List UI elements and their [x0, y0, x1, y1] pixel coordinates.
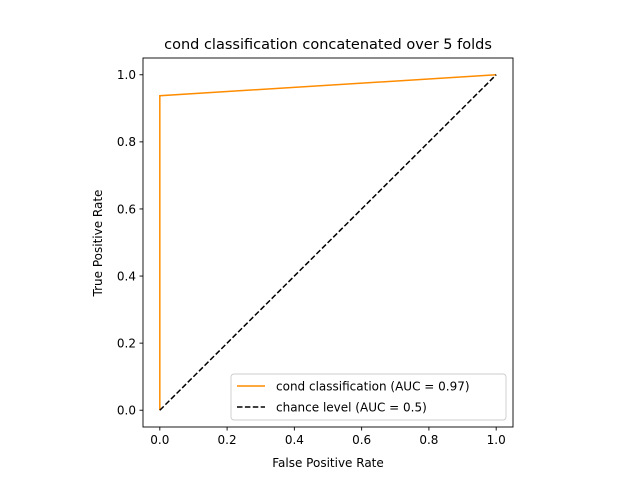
- series-layer: [159, 74, 497, 411]
- y-tick-label: 0.6: [117, 202, 136, 216]
- legend: cond classification (AUC = 0.97) chance …: [230, 373, 507, 421]
- x-tick-label: 0.2: [218, 433, 237, 447]
- series-line-0: [159, 74, 497, 411]
- chart-title: cond classification concatenated over 5 …: [164, 37, 492, 53]
- y-tick-label: 1.0: [117, 68, 136, 82]
- y-tick-label: 0.0: [117, 404, 136, 418]
- y-tick-label: 0.2: [117, 336, 136, 350]
- x-axis-label: False Positive Rate: [272, 456, 384, 470]
- legend-label-chance-level: chance level (AUC = 0.5): [276, 401, 427, 415]
- x-tick-label: 1.0: [487, 433, 506, 447]
- legend-label-cond-classification: cond classification (AUC = 0.97): [276, 380, 470, 394]
- ticks-layer: 0.0 0.2 0.4 0.6 0.8 1.0 0.0 0.2 0.4 0.6 0.8 1.0: [117, 68, 506, 447]
- x-tick-label: 0.4: [285, 433, 304, 447]
- x-tick-label: 0.6: [352, 433, 371, 447]
- legend-frame: [230, 373, 507, 421]
- y-tick-label: 0.4: [117, 269, 136, 283]
- y-axis-label: True Positive Rate: [91, 190, 105, 298]
- series-line-1: [159, 74, 497, 411]
- x-tick-label: 0.0: [150, 433, 169, 447]
- x-tick-label: 0.8: [419, 433, 438, 447]
- plot-frame: [142, 57, 514, 428]
- y-tick-label: 0.8: [117, 135, 136, 149]
